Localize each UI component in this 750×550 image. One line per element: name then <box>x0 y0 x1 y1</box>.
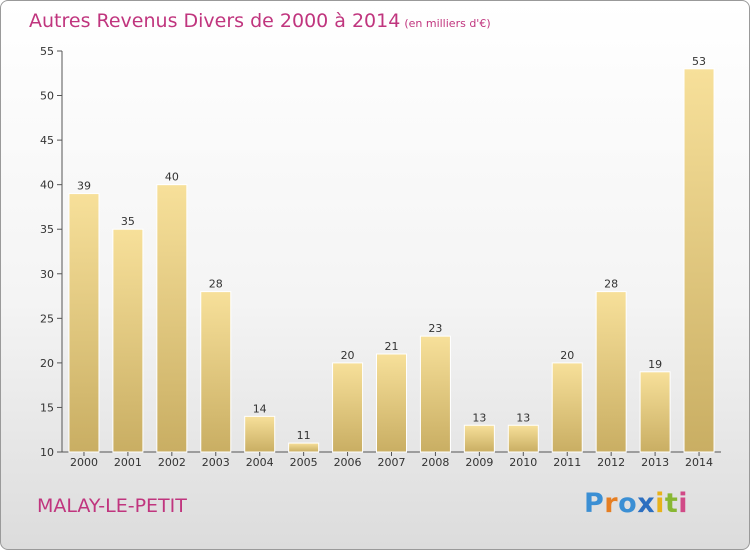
commune-name: MALAY-LE-PETIT <box>37 495 187 517</box>
x-tick-label: 2012 <box>597 456 625 469</box>
x-tick-label: 2006 <box>334 456 362 469</box>
x-tick-label: 2003 <box>202 456 230 469</box>
y-tick-label: 50 <box>40 90 54 103</box>
bar <box>463 424 495 453</box>
logo-letter: P <box>584 488 605 519</box>
logo-letter: x <box>637 488 656 519</box>
x-tick-label: 2008 <box>421 456 449 469</box>
data-label: 20 <box>560 349 574 362</box>
logo-letter: t <box>664 488 679 519</box>
bar <box>419 335 451 453</box>
bar <box>112 228 144 453</box>
bar <box>507 424 539 453</box>
bar <box>288 442 320 453</box>
data-label: 40 <box>165 171 179 184</box>
bar <box>551 362 583 453</box>
logo-letter: i <box>678 488 689 519</box>
data-label: 19 <box>648 358 662 371</box>
bar <box>156 184 188 453</box>
x-tick-label: 2009 <box>465 456 493 469</box>
logo-letter: i <box>655 488 665 519</box>
x-tick-label: 2013 <box>641 456 669 469</box>
y-tick-label: 40 <box>40 179 54 192</box>
data-label: 11 <box>297 429 311 442</box>
chart-subtitle: (en milliers d'€) <box>404 17 491 30</box>
x-tick-label: 2002 <box>158 456 186 469</box>
bar <box>244 415 276 453</box>
y-tick-label: 35 <box>40 223 54 236</box>
data-label: 53 <box>692 55 706 68</box>
x-tick-label: 2000 <box>70 456 98 469</box>
bar <box>639 371 671 453</box>
data-label: 28 <box>209 278 223 291</box>
data-label: 13 <box>516 411 530 424</box>
data-label: 14 <box>253 402 267 415</box>
data-label: 13 <box>472 411 486 424</box>
y-tick-label: 25 <box>40 312 54 325</box>
chart-title-text: Autres Revenus Divers de 2000 à 2014 <box>29 10 401 32</box>
y-tick-label: 55 <box>40 45 54 58</box>
bar <box>332 362 364 453</box>
x-tick-label: 2005 <box>290 456 318 469</box>
y-tick-label: 20 <box>40 357 54 370</box>
x-tick-label: 2011 <box>553 456 581 469</box>
y-tick-label: 10 <box>40 446 54 459</box>
x-tick-label: 2014 <box>685 456 713 469</box>
logo-letter: r <box>604 488 619 519</box>
data-label: 35 <box>121 215 135 228</box>
data-label: 21 <box>385 340 399 353</box>
bar <box>200 291 232 453</box>
y-tick-label: 15 <box>40 401 54 414</box>
data-label: 20 <box>341 349 355 362</box>
x-tick-label: 2001 <box>114 456 142 469</box>
x-tick-label: 2007 <box>378 456 406 469</box>
bar <box>68 193 100 453</box>
x-tick-label: 2010 <box>509 456 537 469</box>
data-label: 39 <box>77 180 91 193</box>
bar <box>376 353 407 453</box>
data-label: 23 <box>428 322 442 335</box>
bar <box>683 68 715 453</box>
logo-letter: o <box>618 488 638 519</box>
y-tick-label: 30 <box>40 268 54 281</box>
chart-title: Autres Revenus Divers de 2000 à 2014 (en … <box>29 10 491 32</box>
proxiti-logo: Proxiti <box>584 488 688 519</box>
data-label: 28 <box>604 278 618 291</box>
x-tick-label: 2004 <box>246 456 274 469</box>
bar <box>595 291 627 453</box>
y-tick-label: 45 <box>40 134 54 147</box>
